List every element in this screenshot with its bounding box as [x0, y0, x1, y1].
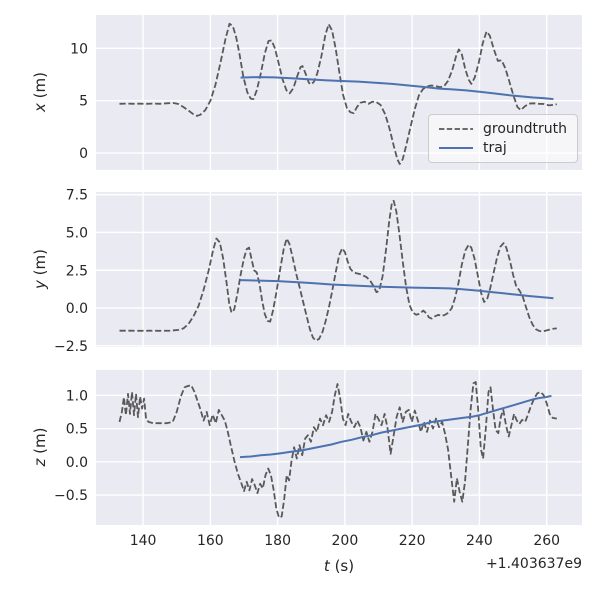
x-axis-offset-text: +1.403637e9 [485, 556, 582, 572]
x-axis-label-unit: (s) [329, 557, 355, 575]
y-axis-label-y-unit: (m) [31, 249, 49, 281]
series-traj-subplot-1 [239, 279, 554, 300]
y-axis-label-z-var: z [31, 458, 49, 467]
y-axis-label-x: x (m) [31, 72, 49, 112]
series-groundtruth-subplot-0 [119, 22, 557, 165]
legend: groundtruth traj [428, 114, 578, 163]
legend-entry-groundtruth: groundtruth [438, 122, 568, 136]
x-axis-label-var: t [323, 557, 330, 575]
y-tick-label: −2.5 [54, 339, 88, 355]
y-tick-label: 1.0 [66, 388, 88, 404]
y-axis-label-y-var: y [31, 280, 49, 289]
x-tick-label: 160 [197, 533, 224, 549]
y-tick-label: −0.5 [54, 488, 88, 504]
y-tick-label: 0.0 [66, 455, 88, 471]
x-tick-label: 200 [332, 533, 359, 549]
y-tick-label: 10 [70, 41, 88, 57]
y-axis-label-z-unit: (m) [31, 427, 49, 459]
y-axis-label-x-var: x [31, 103, 49, 112]
y-tick-label: 7.5 [66, 188, 88, 204]
y-tick-label: 0 [79, 146, 88, 162]
y-tick-label: 5 [79, 94, 88, 110]
series-groundtruth-subplot-2 [118, 381, 557, 519]
subplot-1-background [96, 192, 582, 347]
x-axis-label: t (s) [324, 557, 354, 575]
x-tick-label: 260 [533, 533, 560, 549]
series-traj-subplot-0 [240, 76, 554, 101]
x-tick-label: 140 [130, 533, 157, 549]
legend-label-groundtruth: groundtruth [483, 121, 568, 138]
x-tick-label: 240 [466, 533, 493, 549]
y-tick-label: 5.0 [66, 225, 88, 241]
legend-label-traj: traj [483, 139, 507, 156]
x-tick-label: 180 [264, 533, 291, 549]
y-tick-label: 0.5 [66, 422, 88, 438]
legend-entry-traj: traj [438, 141, 568, 155]
series-groundtruth-subplot-1 [119, 199, 557, 342]
y-axis-label-x-unit: (m) [31, 72, 49, 104]
series-traj-subplot-2 [239, 394, 552, 459]
dashed-line-icon [439, 128, 473, 131]
y-tick-label: 2.5 [66, 263, 88, 279]
y-axis-label-z: z (m) [31, 428, 49, 467]
y-axis-label-y: y (m) [31, 249, 49, 289]
y-tick-label: 0.0 [66, 301, 88, 317]
x-tick-label: 220 [399, 533, 426, 549]
solid-line-icon [439, 146, 473, 149]
